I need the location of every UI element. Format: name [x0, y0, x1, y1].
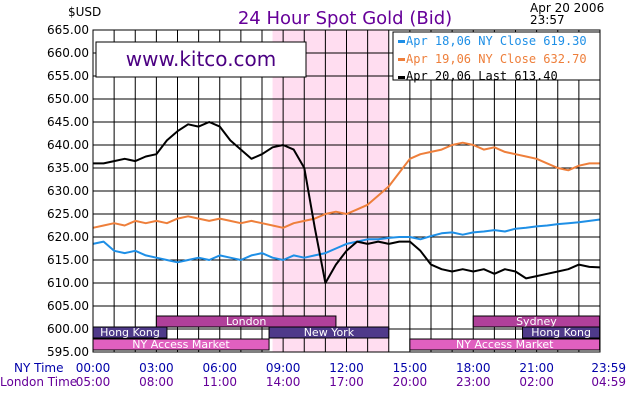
- site-url: www.kitco.com: [126, 47, 277, 71]
- y-tick-label: 610.00: [47, 276, 89, 290]
- market-label: New York: [304, 326, 355, 339]
- timestamp-date: Apr 20 2006: [530, 1, 604, 15]
- y-tick-label: 595.00: [47, 345, 89, 359]
- price-series: [92, 121, 601, 284]
- market-label: Hong Kong: [100, 326, 160, 339]
- x-tick-label-london: 11:00: [202, 375, 237, 389]
- legend-item: Apr 20,06 Last 613.40: [406, 69, 558, 83]
- site-box: [95, 41, 307, 78]
- y-tick-label: 620.00: [47, 230, 89, 244]
- x-tick-label-london: 14:00: [266, 375, 301, 389]
- y-tick-label: 645.00: [47, 115, 89, 129]
- y-tick-label: 630.00: [47, 184, 89, 198]
- legend-swatch: [398, 76, 405, 79]
- market-label: Sydney: [516, 315, 557, 328]
- x-tick-label-ny: 03:00: [139, 361, 174, 375]
- market-label: NY Access Market: [132, 338, 230, 351]
- x-tick-label-ny: 12:00: [329, 361, 364, 375]
- x-tick-label-ny: 23:59: [591, 361, 626, 375]
- y-tick-label: 605.00: [47, 299, 89, 313]
- y-tick-label: 600.00: [47, 322, 89, 336]
- y-tick-label: 635.00: [47, 161, 89, 175]
- x-tick-label-london: 23:00: [456, 375, 491, 389]
- timestamp-time: 23:57: [530, 13, 565, 27]
- legend: Apr 18,06 NY Close 619.30 Apr 19,06 NY C…: [392, 31, 601, 83]
- market-bar: [268, 326, 390, 339]
- legend-item: Apr 18,06 NY Close 619.30: [406, 34, 587, 48]
- series-line: [92, 218, 601, 264]
- chart-title: 24 Hour Spot Gold (Bid): [238, 8, 452, 29]
- y-tick-label: 625.00: [47, 207, 89, 221]
- market-label: NY Access Market: [456, 338, 554, 351]
- x-tick-label-london: 02:00: [519, 375, 554, 389]
- y-tick-label: 655.00: [47, 69, 89, 83]
- x-tick-label-ny: 21:00: [519, 361, 554, 375]
- y-axis-unit: $USD: [68, 5, 101, 19]
- series-line: [92, 141, 600, 229]
- market-bar: [155, 315, 337, 328]
- y-tick-label: 650.00: [47, 92, 89, 106]
- y-axis-ticks: 665.00 660.00 655.00 650.00 645.00 640.00 635.…: [47, 23, 89, 359]
- y-tick-label: 665.00: [47, 23, 89, 37]
- x-tick-label-ny: 09:00: [266, 361, 301, 375]
- x-tick-label-london: 05:00: [76, 375, 111, 389]
- legend-swatch: [398, 40, 405, 43]
- legend-swatch: [398, 58, 405, 61]
- x-axis-title-london: London Time: [0, 375, 77, 389]
- y-tick-label: 640.00: [47, 138, 89, 152]
- x-tick-label-ny: 18:00: [456, 361, 491, 375]
- x-tick-label-london: 04:59: [591, 375, 626, 389]
- x-tick-label-ny: 00:00: [76, 361, 111, 375]
- x-tick-label-london: 20:00: [393, 375, 428, 389]
- x-tick-label-ny: 15:00: [393, 361, 428, 375]
- plot-frame: [92, 29, 601, 353]
- market-label: London: [226, 315, 266, 328]
- series-line: [93, 121, 601, 284]
- x-tick-label-london: 08:00: [139, 375, 174, 389]
- x-axis-title-ny: NY Time: [14, 361, 64, 375]
- x-tick-label-london: 17:00: [329, 375, 364, 389]
- y-tick-label: 615.00: [47, 253, 89, 267]
- y-tick-label: 660.00: [47, 46, 89, 60]
- legend-item: Apr 19,06 NY Close 632.70: [406, 52, 587, 66]
- legend-box: [392, 31, 601, 81]
- market-label: Hong Kong: [531, 326, 591, 339]
- x-tick-label-ny: 06:00: [202, 361, 237, 375]
